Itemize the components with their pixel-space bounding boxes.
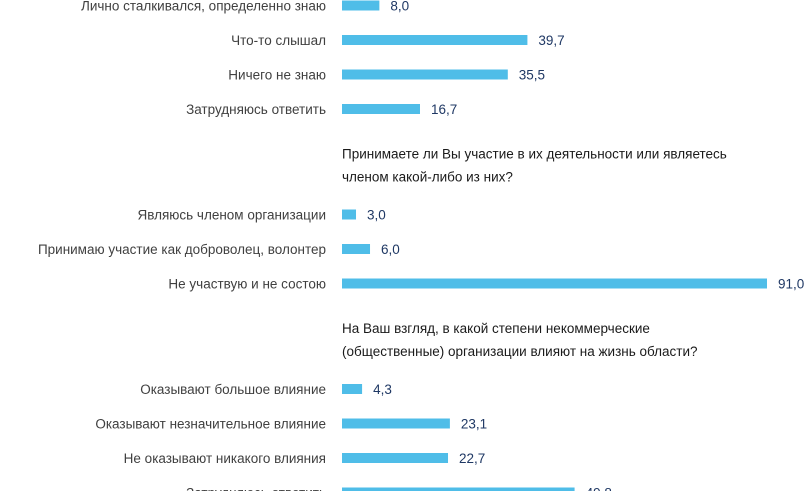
value-label: 4,3	[373, 382, 392, 397]
category-label: Не участвую и не состою	[168, 277, 326, 292]
value-label: 35,5	[519, 68, 545, 83]
category-label: Являюсь членом организации	[137, 208, 326, 223]
value-label: 23,1	[461, 417, 487, 432]
question-text: членом какой-либо из них?	[342, 170, 513, 185]
value-label: 6,0	[381, 242, 400, 257]
question-group-0: Лично сталкивался, определенно знаю 8,0 Чт…	[81, 0, 565, 117]
bar	[342, 0, 380, 11]
category-label: Ничего не знаю	[228, 68, 326, 83]
bar	[342, 487, 575, 491]
bar	[342, 244, 371, 254]
category-label: Не оказывают никакого влияния	[124, 451, 326, 466]
question-text: На Ваш взгляд, в какой степени некоммерч…	[342, 321, 650, 336]
value-label: 91,0	[778, 277, 804, 292]
bar	[342, 418, 450, 429]
bar	[342, 35, 528, 45]
value-label: 8,0	[390, 0, 409, 14]
category-label: Оказывают незначительное влияние	[95, 417, 326, 432]
value-label: 3,0	[367, 208, 386, 223]
question-text: (общественные) организации влияют на жиз…	[342, 344, 698, 359]
question-text: Принимаете ли Вы участие в их деятельнос…	[342, 147, 727, 162]
category-label: Что-то слышал	[231, 33, 326, 48]
category-label: Оказывают большое влияние	[140, 382, 326, 397]
value-label: 16,7	[431, 102, 457, 117]
value-label: 22,7	[459, 451, 485, 466]
category-label: Затрудняюсь ответить	[186, 102, 326, 117]
value-label: 39,7	[538, 33, 564, 48]
bar	[342, 209, 357, 220]
bar	[342, 384, 363, 394]
bar	[342, 453, 449, 463]
bar	[342, 69, 508, 80]
value-label: 49,8	[586, 486, 612, 491]
bar	[342, 278, 767, 289]
category-label: Принимаю участие как доброволец, волонте…	[38, 242, 326, 257]
question-group-1: Принимаете ли Вы участие в их деятельнос…	[38, 147, 804, 292]
category-label: Затрудняюсь ответить	[186, 486, 326, 491]
category-label: Лично сталкивался, определенно знаю	[81, 0, 326, 14]
question-group-2: На Ваш взгляд, в какой степени некоммерч…	[95, 321, 698, 491]
bar	[342, 104, 420, 114]
